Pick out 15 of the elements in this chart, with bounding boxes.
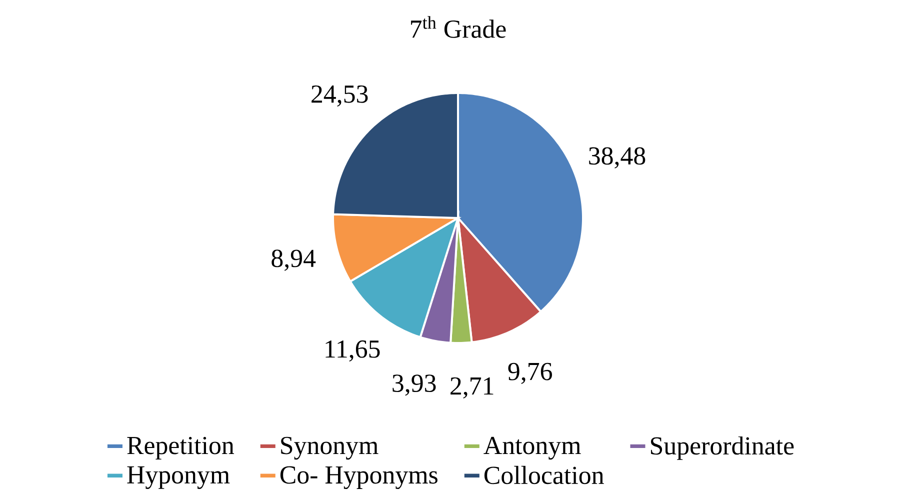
data-label: 11,65 [326, 340, 380, 362]
legend-label: Collocation [484, 466, 604, 484]
legend-label: Superordinate [650, 436, 794, 460]
data-label: 2,71 [450, 377, 494, 399]
legend-label: Synonym [281, 436, 378, 460]
legend-label: Co- Hyponyms [280, 466, 438, 490]
chart-title: 7$^{th}$ Grade [411, 16, 506, 38]
legend-label: Antonym [484, 436, 581, 460]
legend-label: Hyponym [127, 466, 230, 489]
data-label: 9,76 [508, 362, 552, 384]
legend-label: Repetition [127, 436, 234, 460]
data-label: 3,93 [392, 374, 436, 396]
data-label: 24,53 [312, 85, 368, 107]
data-label: 38,48 [589, 147, 646, 168]
data-label: 8,94 [272, 250, 316, 271]
